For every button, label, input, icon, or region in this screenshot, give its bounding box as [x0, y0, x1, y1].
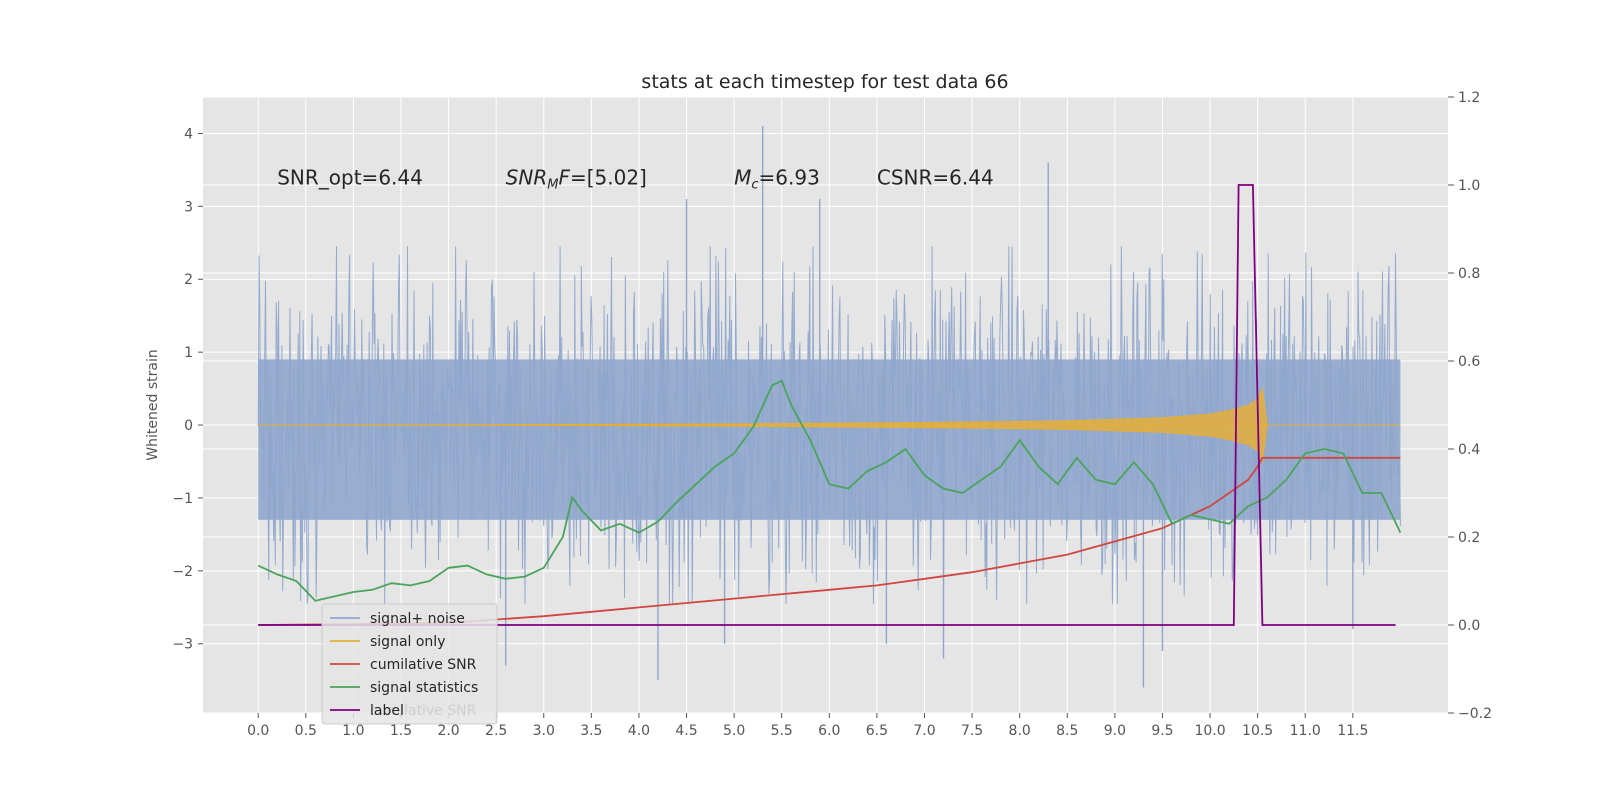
legend-box [321, 603, 498, 725]
annotation-text: SNRMF=[5.02] [506, 165, 647, 192]
y2-tick-label: 1.2 [1458, 90, 1480, 106]
chart-title: stats at each timestep for test data 66 [641, 71, 1008, 93]
x-tick-label: 10.0 [1194, 723, 1225, 739]
y-tick-label: −2 [172, 564, 193, 580]
noise-dense-band [258, 359, 1401, 520]
x-tick-label: 11.5 [1337, 723, 1368, 739]
y2-tick-label: 1.0 [1458, 178, 1480, 194]
y2-tick-label: 0.6 [1458, 354, 1480, 370]
x-tick-label: 9.5 [1151, 723, 1173, 739]
signal-statistics-line [257, 379, 1402, 602]
annotations: SNR_opt=6.44 SNRMF=[5.02] Mc=6.93 CSNR=6.44 [277, 165, 993, 192]
y2-tick-label: 0.0 [1458, 618, 1480, 634]
x-tick-label: 7.0 [913, 723, 935, 739]
signal-only-series [258, 386, 1401, 464]
y-tick-label: 1 [184, 345, 193, 361]
axis-ticks: 0.0 0.5 1.0 1.5 2.0 2.5 3.0 3.5 4.0 4.5 5.0 5.5 6.0 6… [172, 90, 1492, 739]
y2-tick-label: 0.8 [1458, 266, 1480, 282]
label-line [258, 184, 1396, 626]
y-tick-label: 3 [184, 199, 193, 215]
cumulative-snr-line [258, 456, 1401, 626]
annotation-text: CSNR=6.44 [877, 165, 994, 189]
legend-label: signal only [370, 634, 445, 650]
legend-hidden-text: cumilative SNR [370, 703, 477, 719]
x-tick-label: 6.0 [818, 723, 840, 739]
x-tick-label: 4.5 [675, 723, 697, 739]
legend: cumilative SNR signal+ noise signal only cu… [321, 603, 498, 725]
y-tick-label: 4 [184, 126, 193, 142]
y-tick-label: −3 [172, 637, 193, 653]
x-tick-label: 3.5 [580, 723, 602, 739]
y-tick-label: 2 [184, 272, 193, 288]
x-tick-label: 5.5 [771, 723, 793, 739]
x-tick-label: 1.5 [390, 723, 412, 739]
signal-plus-noise-series [257, 126, 1401, 688]
x-tick-label: 5.0 [723, 723, 745, 739]
y-tick-label: 0 [184, 418, 193, 434]
legend-label: cumilative SNR [370, 657, 477, 673]
x-tick-label: 11.0 [1290, 723, 1321, 739]
legend-label: signal statistics [370, 680, 478, 696]
x-tick-label: 6.5 [866, 723, 888, 739]
x-tick-label: 8.0 [1009, 723, 1031, 739]
x-tick-label: 2.0 [437, 723, 459, 739]
x-tick-label: 7.5 [961, 723, 983, 739]
x-tick-label: 3.0 [533, 723, 555, 739]
y-axis-label: Whitened strain [145, 349, 161, 460]
x-tick-label: 4.0 [628, 723, 650, 739]
y2-tick-label: 0.2 [1458, 530, 1480, 546]
annotation-text: Mc=6.93 [734, 165, 820, 192]
y2-tick-label: 0.4 [1458, 442, 1480, 458]
x-tick-label: 0.5 [295, 723, 317, 739]
annotation-text: SNR_opt=6.44 [277, 165, 423, 189]
x-tick-label: 0.0 [247, 723, 269, 739]
x-tick-label: 9.0 [1104, 723, 1126, 739]
line-series [257, 184, 1402, 626]
x-tick-label: 1.0 [342, 723, 364, 739]
x-tick-label: 10.5 [1242, 723, 1273, 739]
legend-label: label [370, 703, 404, 719]
x-tick-label: 8.5 [1056, 723, 1078, 739]
legend-label: signal+ noise [370, 611, 465, 627]
y2-tick-label: −0.2 [1458, 706, 1492, 722]
y-tick-label: −1 [172, 491, 193, 507]
x-tick-label: 2.5 [485, 723, 507, 739]
